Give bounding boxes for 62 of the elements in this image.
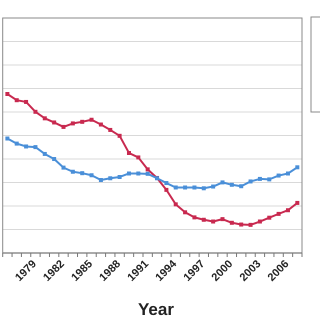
point: [286, 172, 290, 176]
point: [202, 218, 206, 222]
point: [14, 98, 19, 102]
point: [90, 118, 94, 122]
point: [248, 222, 253, 227]
point: [108, 176, 112, 180]
point: [70, 121, 75, 126]
point: [24, 144, 28, 148]
point: [295, 165, 300, 170]
point: [192, 185, 196, 190]
point: [70, 170, 75, 174]
point: [61, 124, 66, 129]
point: [146, 167, 150, 172]
point: [174, 202, 178, 206]
point: [164, 181, 168, 186]
point: [276, 174, 281, 178]
point: [164, 188, 168, 192]
point: [267, 216, 272, 220]
point: [61, 166, 66, 170]
point: [5, 92, 10, 96]
point: [42, 116, 47, 120]
point: [52, 157, 56, 162]
point: [136, 155, 140, 160]
point: [136, 172, 140, 176]
point: [211, 220, 216, 224]
point: [33, 145, 38, 150]
point: [118, 134, 122, 138]
point: [5, 136, 10, 141]
point: [267, 177, 272, 182]
point: [126, 172, 131, 176]
point: [295, 200, 300, 205]
point: [24, 100, 28, 104]
point: [126, 150, 131, 155]
point: [239, 184, 244, 188]
x-axis-title: Year: [138, 300, 174, 319]
point: [276, 212, 281, 216]
point: [90, 173, 94, 178]
point: [211, 184, 216, 189]
point: [258, 220, 262, 224]
point: [52, 120, 56, 124]
point: [230, 220, 234, 225]
point: [14, 142, 19, 146]
point: [33, 110, 38, 114]
point: [239, 222, 244, 227]
point: [258, 176, 262, 181]
point: [118, 175, 122, 179]
point: [192, 215, 196, 220]
point: [146, 172, 150, 176]
point: [220, 180, 224, 184]
point: [98, 178, 103, 182]
point: [248, 179, 253, 184]
point: [286, 208, 290, 212]
point: [108, 128, 112, 132]
point: [220, 217, 224, 222]
point: [98, 122, 103, 127]
point: [80, 171, 84, 176]
point: [230, 182, 234, 187]
point: [183, 210, 188, 214]
point: [202, 186, 206, 190]
point: [42, 152, 47, 156]
point: [174, 185, 178, 190]
point: [80, 120, 84, 124]
